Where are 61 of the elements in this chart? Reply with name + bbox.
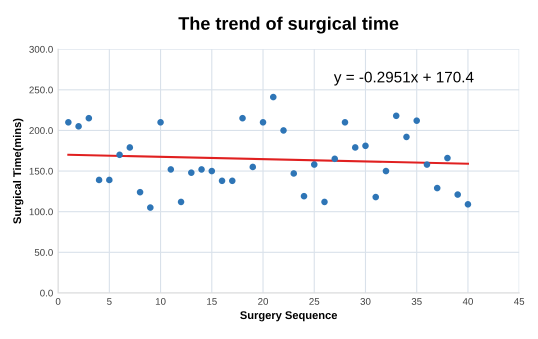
x-tick-label: 5: [107, 298, 112, 305]
point: [444, 154, 451, 162]
point: [228, 177, 236, 184]
x-tick-label: 35: [412, 298, 422, 305]
point: [106, 176, 113, 184]
x-tick-label: 20: [258, 298, 268, 305]
y-tick-label: 250.0: [29, 86, 53, 94]
point: [178, 198, 184, 206]
x-tick-label: 15: [207, 298, 217, 305]
y-tick-label: 0.0: [40, 290, 53, 297]
point: [188, 169, 195, 176]
point: [168, 166, 174, 173]
x-tick-label: 0: [56, 298, 60, 305]
point: [136, 188, 144, 196]
point: [413, 117, 420, 124]
y-tick-label: 100.0: [30, 208, 53, 216]
point: [392, 112, 400, 120]
y-tick-label: 50.0: [34, 249, 53, 256]
x-tick-label: 10: [156, 298, 166, 305]
point: [86, 114, 92, 122]
y-tick-label: 200.0: [29, 127, 53, 134]
point: [403, 134, 410, 140]
point: [260, 118, 266, 126]
point: [362, 142, 369, 150]
point: [321, 198, 328, 206]
point: [75, 123, 82, 130]
x-tick-label: 45: [514, 298, 524, 305]
point: [116, 151, 123, 158]
annotation: y = -0.2951x + 170.4: [334, 72, 474, 86]
point: [464, 201, 472, 208]
point: [96, 176, 102, 184]
point: [310, 161, 318, 168]
point: [434, 184, 440, 192]
y-tick-label: 300.0: [29, 46, 53, 53]
y-axis-title: Surgical Time(mins): [12, 118, 24, 224]
x-tick-label: 30: [360, 298, 371, 305]
point: [218, 177, 226, 184]
point: [352, 144, 359, 151]
x-tick-label: 25: [309, 298, 320, 305]
point: [280, 127, 287, 134]
point: [454, 191, 461, 198]
point: [157, 118, 164, 126]
point: [372, 194, 380, 200]
point: [208, 168, 216, 174]
point: [147, 204, 154, 211]
point: [424, 161, 430, 168]
point: [270, 94, 277, 100]
point: [65, 118, 72, 126]
x-axis-title: Surgery Sequence: [240, 311, 338, 322]
point: [342, 118, 348, 126]
y-tick-label: 150.0: [30, 168, 53, 175]
point: [331, 156, 338, 162]
point: [290, 170, 298, 177]
point: [300, 192, 308, 200]
point: [249, 164, 256, 170]
point: [126, 144, 134, 151]
point: [198, 166, 205, 173]
point: [382, 168, 390, 174]
x-tick-label: 40: [462, 298, 473, 305]
chart-title: The trend of surgical time: [178, 16, 398, 34]
point: [239, 114, 246, 122]
